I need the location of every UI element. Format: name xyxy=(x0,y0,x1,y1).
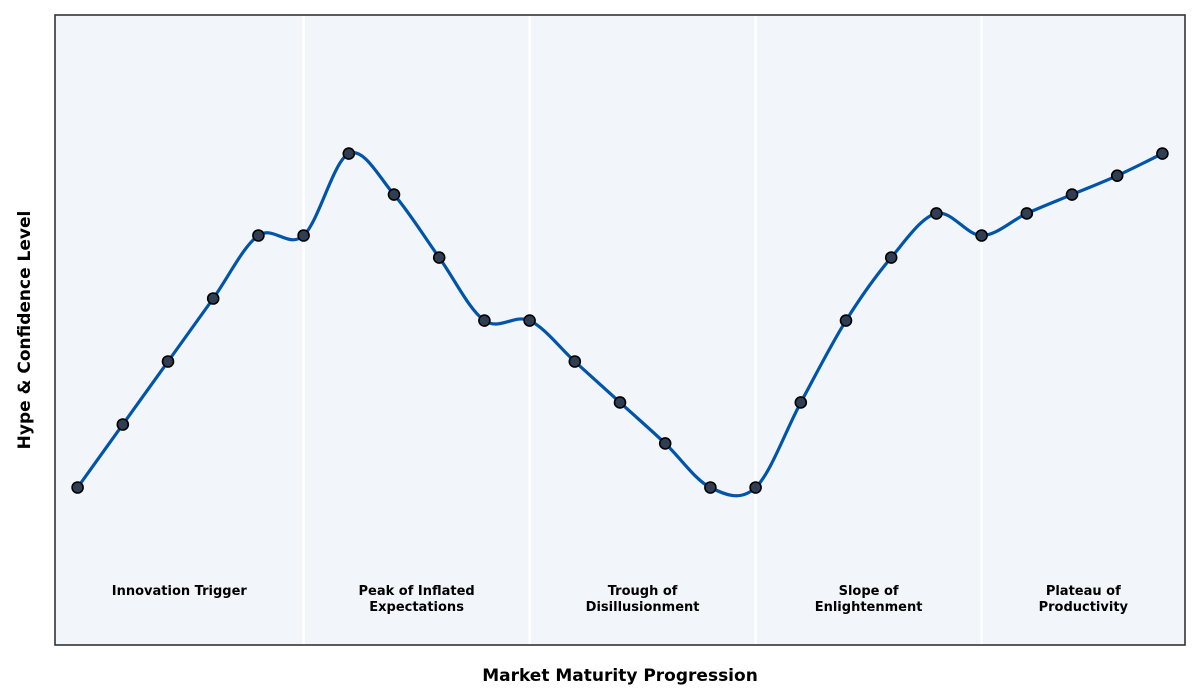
data-point xyxy=(523,314,536,327)
data-point xyxy=(1065,188,1079,201)
data-point xyxy=(432,251,446,264)
data-points xyxy=(71,147,1169,494)
y-axis-title: Hype & Confidence Level xyxy=(15,211,35,450)
data-point xyxy=(1020,207,1034,220)
data-point xyxy=(161,355,175,368)
phase-label: Peak of Inflated Expectations xyxy=(358,584,474,615)
phase-dividers xyxy=(302,15,983,645)
data-point xyxy=(704,481,717,494)
plot-background xyxy=(55,15,1185,645)
data-point xyxy=(252,229,265,242)
data-point xyxy=(975,229,988,242)
data-point xyxy=(116,418,130,431)
phase-label: Slope of Enlightenment xyxy=(815,584,923,615)
data-point xyxy=(387,188,401,201)
data-point xyxy=(342,147,356,160)
data-point xyxy=(658,437,672,450)
data-point xyxy=(930,207,943,220)
data-point xyxy=(1156,147,1169,160)
phase-label: Innovation Trigger xyxy=(112,584,248,599)
data-point xyxy=(71,481,84,494)
data-point xyxy=(206,292,220,305)
phase-label: Plateau of Productivity xyxy=(1039,584,1129,615)
data-point xyxy=(749,481,762,494)
data-point xyxy=(884,251,898,264)
data-point xyxy=(613,396,627,409)
data-point xyxy=(1110,169,1124,182)
data-point xyxy=(839,314,853,327)
data-point xyxy=(568,355,582,368)
x-axis-title: Market Maturity Progression xyxy=(482,666,758,686)
data-point xyxy=(297,229,310,242)
phase-label: Trough of Disillusionment xyxy=(586,584,700,615)
plot-frame xyxy=(54,14,1186,646)
data-point xyxy=(794,396,808,409)
data-point xyxy=(478,314,491,327)
phase-labels: Innovation Trigger Peak of Inflated Expect… xyxy=(112,584,1129,615)
